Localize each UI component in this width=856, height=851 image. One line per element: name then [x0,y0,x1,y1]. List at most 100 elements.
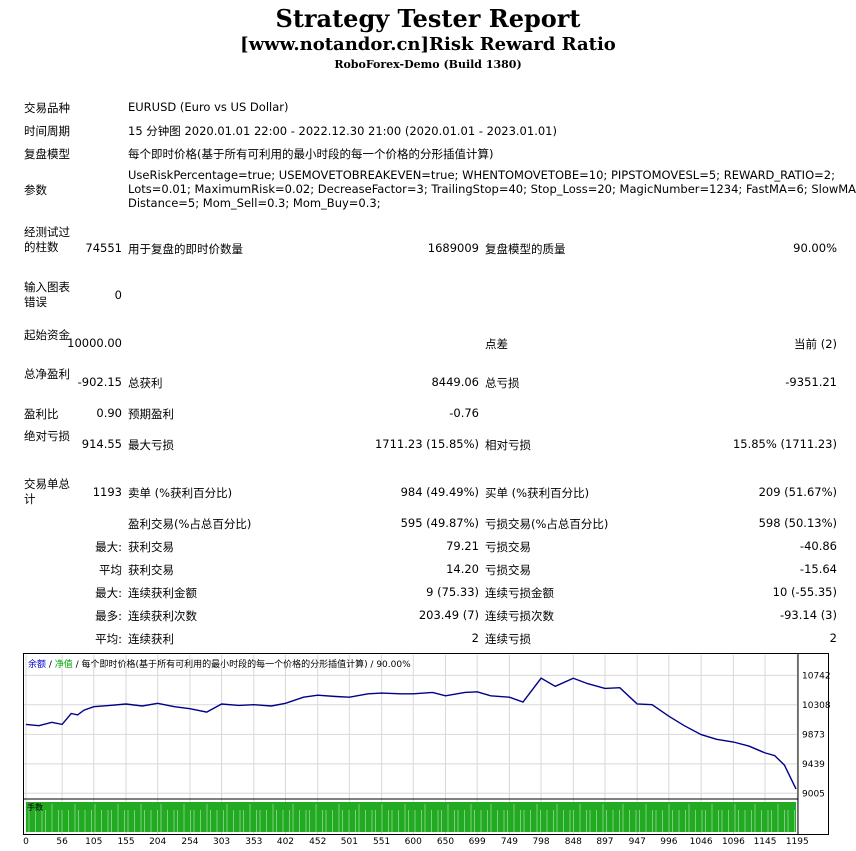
profit-trades-label: 盈利交易(%占总百分比) [128,517,252,531]
max-cons-loss-value: -93.14 (3) [779,608,837,622]
x-tick-label: 699 [469,837,486,847]
grossloss-value: -9351.21 [785,375,837,389]
ticks-label: 用于复盘的即时价数量 [128,242,243,256]
x-tick-label: 1145 [754,837,777,847]
report-subtitle: [www.notandor.cn]Risk Reward Ratio [240,34,616,55]
max-cons-prefix: 最大: [95,586,122,600]
x-tick-label: 501 [341,837,358,847]
max-cons-profit-value: 203.49 (7) [418,608,479,622]
quality-value: 90.00% [793,241,837,255]
symbol-label: 交易品种 [24,101,70,115]
avg-loss-value: -15.64 [799,562,837,576]
params-line-1: UseRiskPercentage=true; USEMOVETOBREAKEV… [128,168,835,182]
maxdd-label: 最大亏损 [128,438,174,452]
x-tick-label: 996 [660,837,677,847]
x-tick-label: 1195 [786,837,809,847]
x-tick-label: 650 [437,837,454,847]
balance-chart [23,653,829,835]
loss-trades-label: 亏损交易(%占总百分比) [485,517,609,531]
bars-value: 74551 [85,241,122,255]
report-server: RoboForex-Demo (Build 1380) [334,58,522,71]
x-tick-label: 105 [85,837,102,847]
reldd-value: 15.85% (1711.23) [732,437,837,451]
long-label: 买单 (%获利百分比) [485,486,590,500]
grossprofit-value: 8449.06 [431,375,479,389]
x-tick-label: 452 [309,837,326,847]
max-cons-profit-label: 连续获利次数 [128,609,197,623]
params-label: 参数 [24,183,47,197]
short-value: 984 (49.49%) [400,485,479,499]
max-cons-loss-label: 连续亏损次数 [485,609,554,623]
payoff-label: 预期盈利 [128,407,174,421]
avg-cons-losses-label: 连续亏损 [485,632,531,646]
pf-label: 盈利比 [24,407,59,421]
avg-profit-label: 获利交易 [128,563,174,577]
largest-profit-label: 获利交易 [128,540,174,554]
model-label: 复盘模型 [24,147,70,161]
x-tick-label: 1046 [690,837,713,847]
long-value: 209 (51.67%) [758,485,837,499]
largest-loss-value: -40.86 [799,539,837,553]
x-tick-label: 600 [405,837,422,847]
largest-loss-label: 亏损交易 [485,540,531,554]
trades-label: 交易单总计 [24,477,70,506]
x-tick-label: 0 [23,837,29,847]
most-prefix: 最多: [95,609,122,623]
x-tick-label: 1096 [722,837,745,847]
ticks-value: 1689009 [427,241,479,255]
maxdd-value: 1711.23 (15.85%) [374,437,479,451]
spread-label: 点差 [485,337,508,351]
x-tick-label: 204 [149,837,166,847]
model-value: 每个即时价格(基于所有可利用的最小时段的每一个价格的分形插值计算) [128,147,494,161]
netprofit-value: -902.15 [77,375,122,389]
x-tick-label: 254 [181,837,198,847]
x-tick-label: 749 [501,837,518,847]
max-cons-wins-label: 连续获利金额 [128,586,197,600]
payoff-value: -0.76 [449,406,479,420]
params-line-2: Lots=0.01; MaximumRisk=0.02; DecreaseFac… [128,182,856,196]
quality-label: 复盘模型的质量 [485,242,566,256]
x-tick-label: 56 [56,837,68,847]
x-tick-label: 897 [596,837,613,847]
avg-loss-label: 亏损交易 [485,563,531,577]
chart-legend: 余额 / 净值 / 每个即时价格(基于所有可利用的最小时段的每一个价格的分形插值… [28,657,411,670]
legend-balance: 余额 [28,660,47,670]
average-prefix: 平均 [99,563,122,577]
grossloss-label: 总亏损 [485,376,520,390]
errors-value: 0 [114,288,122,302]
x-tick-label: 848 [565,837,582,847]
avg-cons-prefix: 平均: [95,632,122,646]
max-cons-wins-value: 9 (75.33) [426,585,479,599]
x-tick-label: 353 [245,837,262,847]
trades-value: 1193 [92,485,122,499]
avg-cons-wins-value: 2 [471,631,479,645]
grossprofit-label: 总获利 [128,376,163,390]
absdd-label: 绝对亏损 [24,429,70,443]
params-line-3: Distance=5; Mom_Sell=0.3; Mom_Buy=0.3; [128,196,381,210]
largest-prefix: 最大: [95,540,122,554]
spread-value: 当前 (2) [794,337,837,351]
avg-cons-losses-value: 2 [829,631,837,645]
legend-separator: / [46,660,55,670]
legend-equity: 净值 [54,660,73,670]
loss-trades-value: 598 (50.13%) [758,516,837,530]
symbol-value: EURUSD (Euro vs US Dollar) [128,100,289,114]
deposit-value: 10000.00 [67,336,122,350]
x-tick-label: 551 [373,837,390,847]
pf-value: 0.90 [96,406,122,420]
max-cons-losses-label: 连续亏损金额 [485,586,554,600]
period-value: 15 分钟图 2020.01.01 22:00 - 2022.12.30 21:… [128,124,557,138]
deposit-label: 起始资金 [24,328,70,342]
profit-trades-value: 595 (49.87%) [400,516,479,530]
reldd-label: 相对亏损 [485,438,531,452]
period-label: 时间周期 [24,124,70,138]
volume-label: 手数 [27,803,43,812]
x-tick-label: 155 [117,837,134,847]
x-tick-label: 303 [213,837,230,847]
largest-profit-value: 79.21 [446,539,479,553]
x-tick-label: 402 [277,837,294,847]
avg-profit-value: 14.20 [446,562,479,576]
avg-cons-wins-label: 连续获利 [128,632,174,646]
bars-label: 经测试过的柱数 [24,225,70,254]
legend-description: / 每个即时价格(基于所有可利用的最小时段的每一个价格的分形插值计算) / 90… [72,660,411,670]
